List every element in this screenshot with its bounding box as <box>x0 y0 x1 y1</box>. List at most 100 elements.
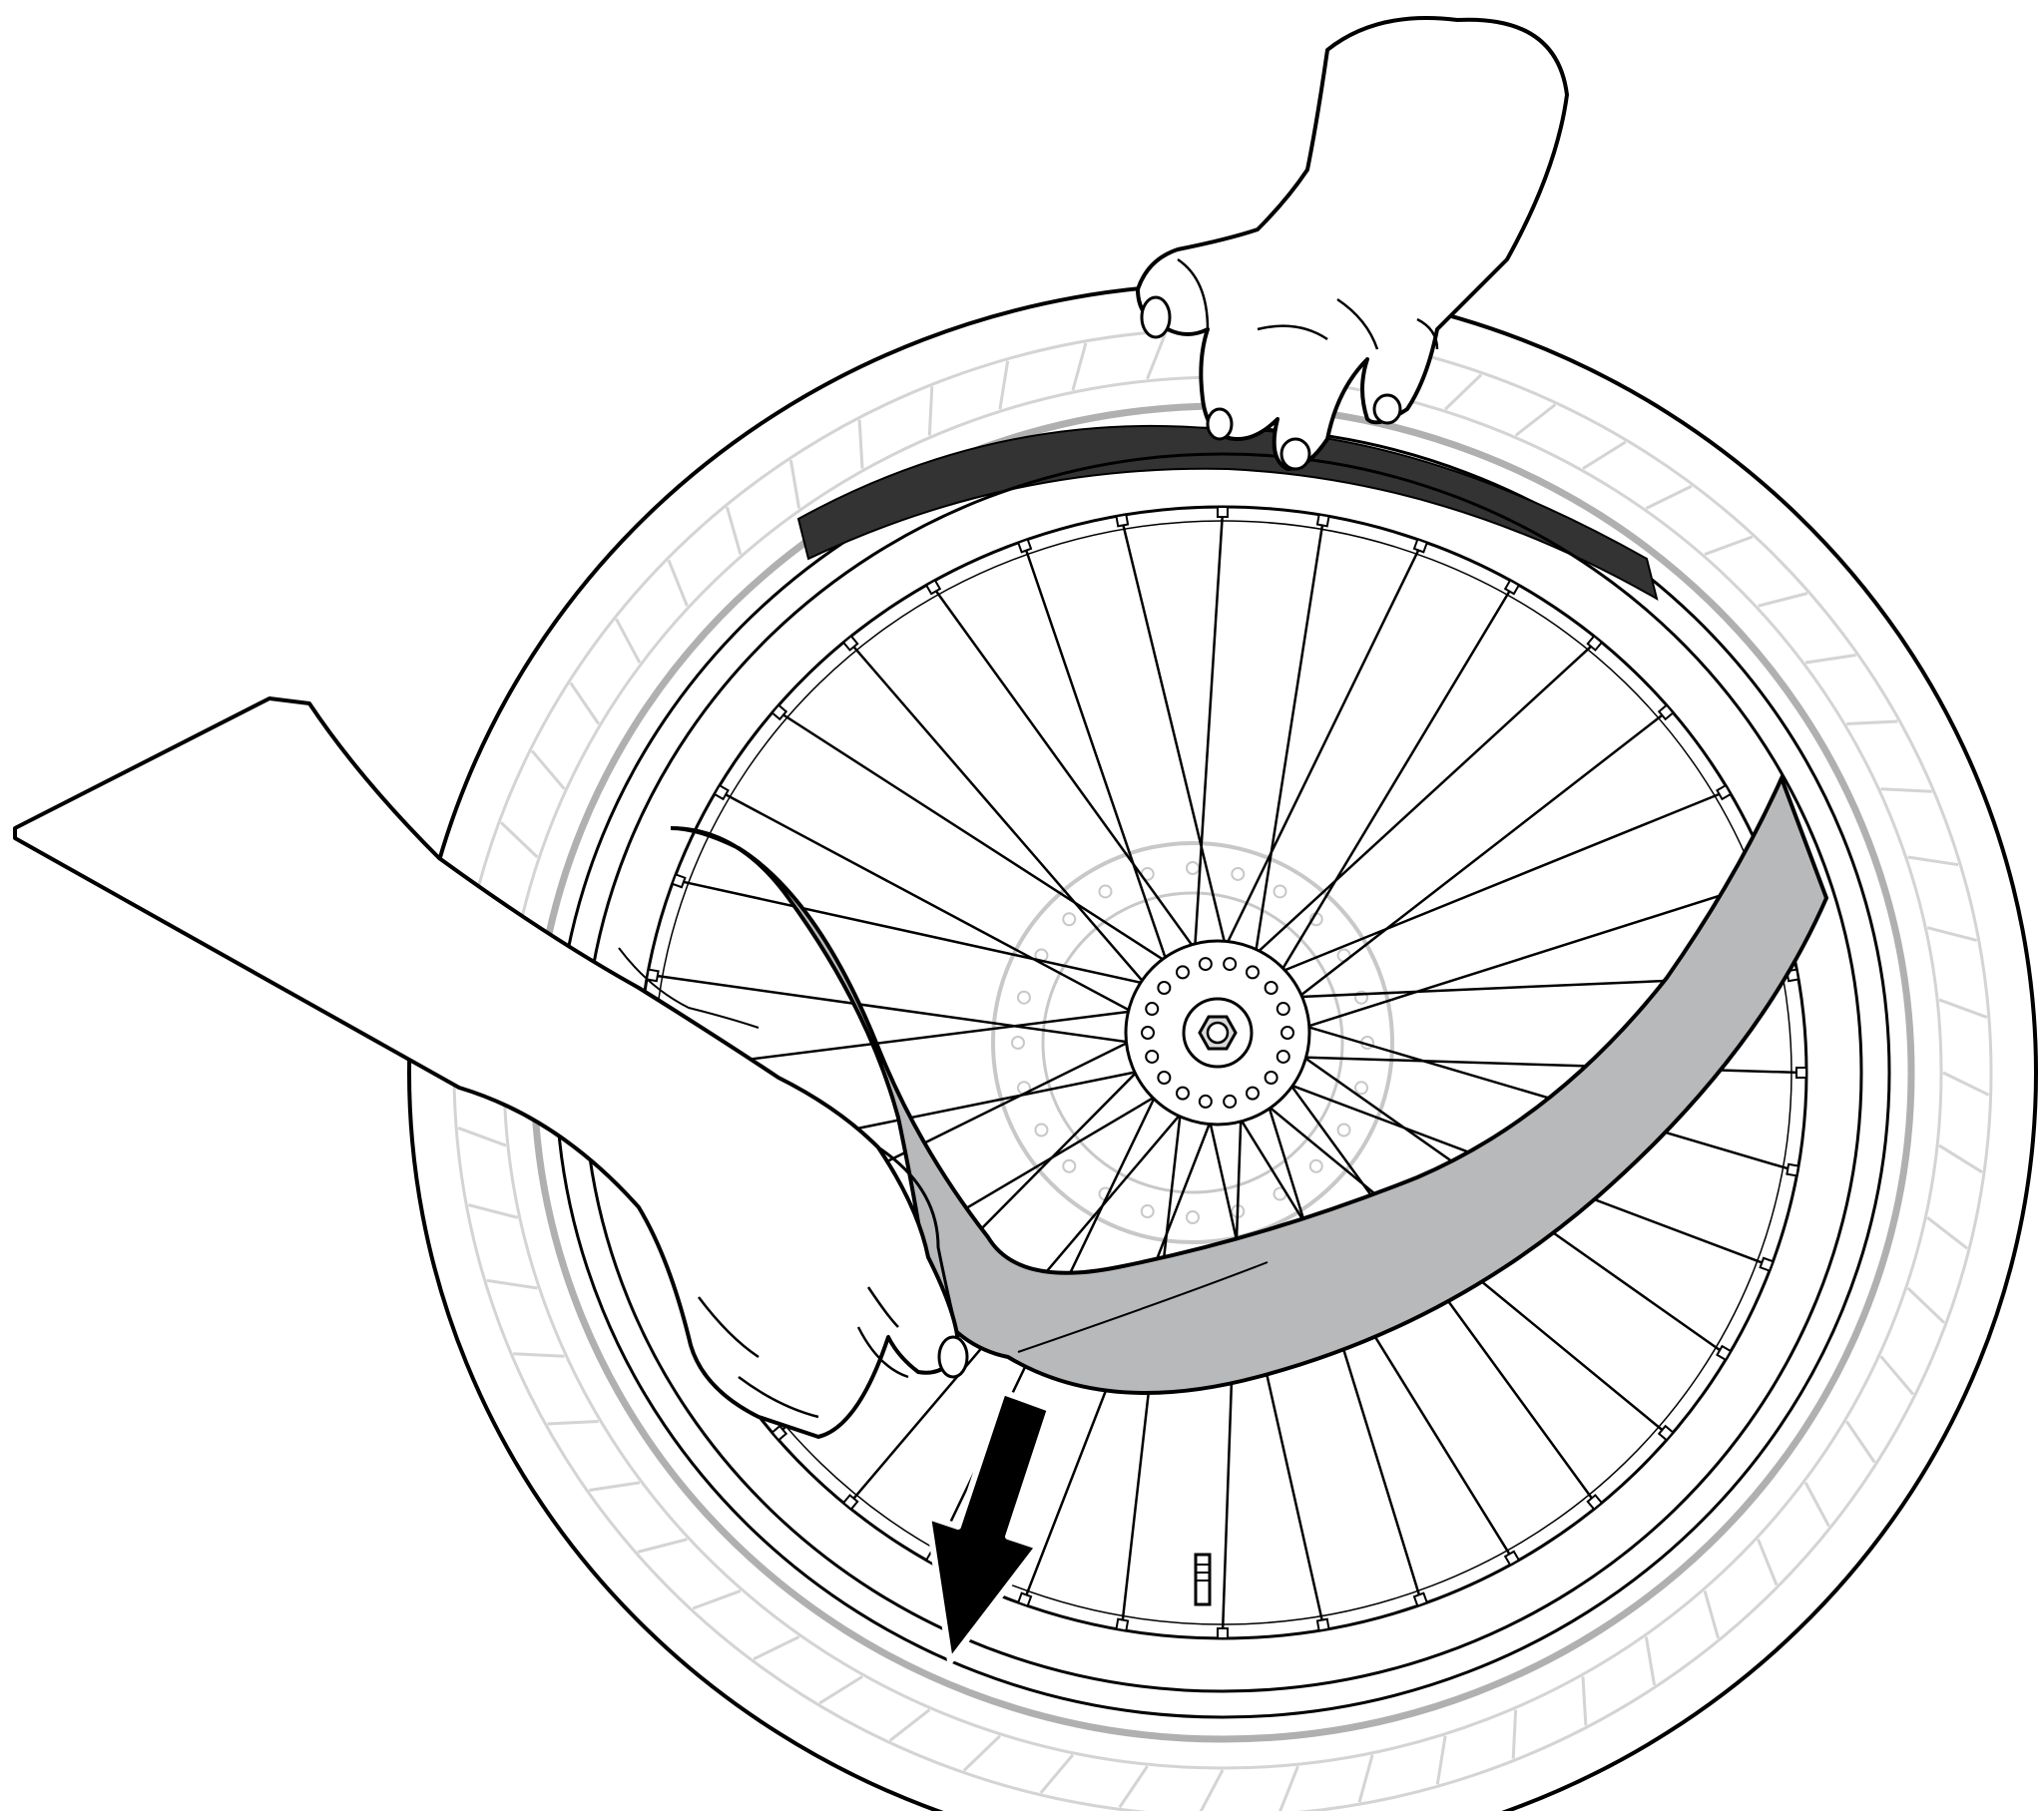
rim-exposed-shadow <box>796 424 1659 602</box>
brake-disc-outer <box>991 841 1394 1244</box>
hub-hole <box>1141 1026 1155 1040</box>
spoke-nipple <box>671 873 687 889</box>
hub-axle <box>1206 1021 1230 1045</box>
tread-mark <box>513 1352 565 1358</box>
spoke-nipple <box>1586 635 1604 652</box>
tread-mark <box>1879 1355 1915 1396</box>
spoke <box>1241 642 1596 969</box>
disc-vent-hole <box>1354 1081 1369 1096</box>
hub-hole <box>1246 965 1260 980</box>
tread-mark <box>1926 926 1978 942</box>
hub-hole <box>1264 1070 1278 1085</box>
spoke-nipple <box>770 703 788 721</box>
spoke <box>1216 545 1422 964</box>
left-hand <box>13 696 969 1439</box>
spoke <box>1262 790 1725 981</box>
spoke <box>1251 520 1324 973</box>
right-hand-fingernail-2 <box>1206 407 1234 441</box>
tread-mark <box>457 1127 507 1147</box>
disc-vent-hole <box>1011 1036 1025 1050</box>
tread-mark <box>589 1481 641 1492</box>
hub-hole <box>1157 981 1172 996</box>
tread-mark <box>1582 440 1627 470</box>
tread-mark <box>1942 1071 1990 1097</box>
left-hand-palm-under-tube <box>618 947 760 1029</box>
tread-mark <box>857 419 864 469</box>
spoke <box>1121 520 1232 965</box>
tread-mark <box>1803 1482 1830 1528</box>
spoke-nipple <box>1716 1344 1733 1362</box>
tread-mark <box>962 1734 1001 1772</box>
spoke-nipple <box>1115 513 1130 528</box>
right-hand <box>1136 16 1569 471</box>
hub-hole <box>1276 1002 1290 1017</box>
spoke-nipple <box>1759 1256 1775 1272</box>
spoke <box>1023 545 1175 980</box>
spoke <box>721 790 1150 1023</box>
hub-hole <box>1264 981 1278 996</box>
tread-mark <box>1278 1765 1299 1811</box>
spoke-nipple <box>1115 1617 1130 1632</box>
spoke-nipple <box>1657 703 1675 721</box>
spoke <box>931 586 1207 965</box>
tread-mark <box>1907 855 1959 867</box>
hub-hole <box>1176 1086 1190 1101</box>
hub-hole <box>1176 965 1190 980</box>
tread-mark <box>1118 1765 1149 1809</box>
spoke-nipple <box>1217 1627 1229 1639</box>
spoke <box>652 974 1150 1047</box>
spoke-nipple <box>1586 1494 1604 1511</box>
tread-mark <box>1938 998 1988 1019</box>
inner-tube-fold-line <box>1017 1261 1269 1353</box>
spoke-nipple <box>1412 538 1429 554</box>
spoke-nipple <box>841 635 859 652</box>
tread-mark <box>1435 1735 1447 1785</box>
tread-mark <box>1906 1286 1946 1324</box>
hub <box>1124 939 1311 1127</box>
tread-mark <box>1880 787 1932 793</box>
spoke <box>1270 586 1514 989</box>
right-hand-fingernail-3 <box>1279 437 1311 471</box>
tread-mark <box>1357 1754 1374 1803</box>
hub-hole <box>1246 1086 1260 1101</box>
disc-vent-hole <box>1034 1123 1049 1137</box>
spoke <box>1192 511 1225 968</box>
disc-vent-hole <box>1336 1123 1351 1137</box>
spoke-nipple <box>1016 1591 1033 1607</box>
tread-mark <box>818 1675 863 1705</box>
disc-vent-hole <box>1186 861 1200 875</box>
spoke-nipple <box>1412 1591 1429 1607</box>
disc-vent-hole <box>1273 884 1287 899</box>
spoke-nipple <box>770 1424 788 1442</box>
spoke-nipple <box>1016 538 1033 554</box>
spoke <box>778 710 1184 974</box>
spoke-nipple <box>713 783 730 801</box>
tread-mark <box>888 1708 931 1742</box>
spoke-nipple <box>1657 1424 1675 1442</box>
hub-hole <box>1157 1070 1172 1085</box>
hub-hole <box>1276 1049 1290 1064</box>
left-hand-thumbnail <box>937 1335 969 1379</box>
tread-mark <box>1199 1769 1225 1811</box>
disc-vent-hole <box>1016 990 1031 1005</box>
tread-mark <box>692 1589 742 1610</box>
hub-hole <box>1198 1094 1213 1109</box>
tread-mark <box>927 386 934 436</box>
valve-stem <box>1194 1553 1212 1606</box>
right-hand-finger-lines <box>1177 257 1439 350</box>
spoke <box>1285 1019 1793 1171</box>
hub-hole <box>1223 957 1238 972</box>
tread-mark <box>547 1420 599 1426</box>
tread-mark <box>726 506 743 555</box>
hub-hole <box>1280 1026 1294 1040</box>
spoke-nipple <box>1315 1617 1330 1632</box>
disc-vent-hole <box>1186 1210 1200 1224</box>
tread-mark <box>1444 373 1483 411</box>
tread-mark <box>1757 1539 1779 1586</box>
tread-mark <box>1938 1143 1983 1174</box>
tread-mark <box>1704 535 1754 556</box>
hub-hole <box>1145 1002 1160 1017</box>
tread-mark <box>1581 1676 1588 1726</box>
tread-mark <box>499 821 539 859</box>
